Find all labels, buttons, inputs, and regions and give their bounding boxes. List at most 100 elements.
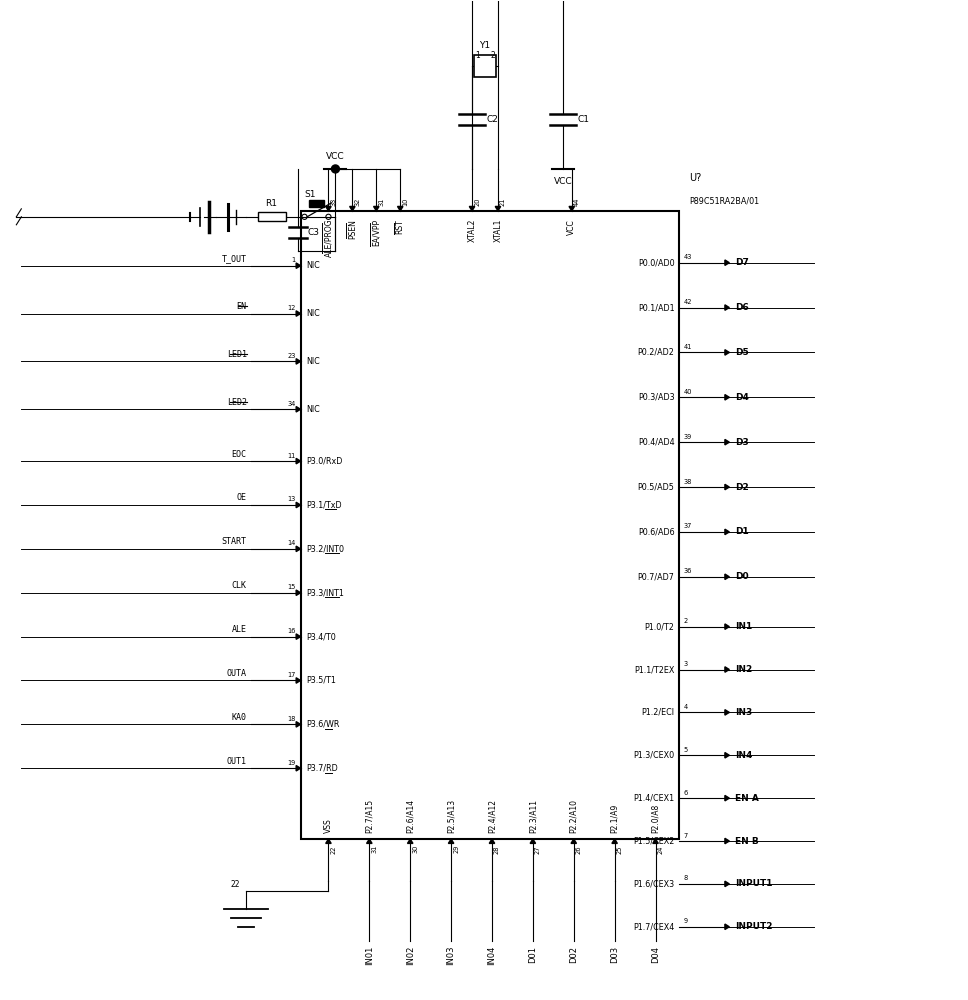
Text: D2: D2 xyxy=(736,483,749,492)
Text: 20: 20 xyxy=(474,197,480,206)
Text: 42: 42 xyxy=(683,299,692,305)
Text: ALE/PROG: ALE/PROG xyxy=(324,219,333,257)
Text: 26: 26 xyxy=(576,845,582,854)
Text: D03: D03 xyxy=(610,946,620,963)
Text: D3: D3 xyxy=(736,438,749,447)
Text: D1: D1 xyxy=(736,527,749,536)
Text: P2.2/A10: P2.2/A10 xyxy=(569,799,578,833)
Polygon shape xyxy=(448,839,454,843)
Polygon shape xyxy=(296,263,300,268)
Text: 2: 2 xyxy=(683,618,687,624)
Text: EA/VPP: EA/VPP xyxy=(372,219,380,246)
Text: P0.0/AD0: P0.0/AD0 xyxy=(638,258,675,267)
Text: EN: EN xyxy=(237,302,247,311)
Text: P3.3/INT1: P3.3/INT1 xyxy=(307,588,345,597)
Text: P2.4/A12: P2.4/A12 xyxy=(488,799,497,833)
Text: NIC: NIC xyxy=(307,309,320,318)
Text: 1: 1 xyxy=(475,51,480,60)
Text: RST: RST xyxy=(396,219,405,234)
Text: 12: 12 xyxy=(287,305,295,311)
Text: NIC: NIC xyxy=(307,405,320,414)
Polygon shape xyxy=(469,206,474,211)
Polygon shape xyxy=(725,924,729,930)
Text: P0.1/AD1: P0.1/AD1 xyxy=(638,303,675,312)
Polygon shape xyxy=(571,839,577,843)
Text: 31: 31 xyxy=(372,845,378,853)
Text: IN02: IN02 xyxy=(406,946,414,965)
Polygon shape xyxy=(489,839,495,843)
Polygon shape xyxy=(725,260,729,265)
Text: D4: D4 xyxy=(736,393,749,402)
Text: 27: 27 xyxy=(535,845,541,854)
Text: INPUT1: INPUT1 xyxy=(736,879,772,888)
Bar xyxy=(474,55,496,77)
Text: 5: 5 xyxy=(683,747,687,753)
Text: 22: 22 xyxy=(230,880,240,889)
Text: S1: S1 xyxy=(305,190,316,199)
Text: C3: C3 xyxy=(308,228,319,237)
Text: LED1: LED1 xyxy=(227,350,247,359)
Text: 28: 28 xyxy=(494,845,499,854)
Text: 16: 16 xyxy=(287,628,295,634)
Polygon shape xyxy=(296,546,300,552)
Text: 32: 32 xyxy=(354,197,360,206)
Text: P2.3/A11: P2.3/A11 xyxy=(529,799,537,833)
Text: C1: C1 xyxy=(578,115,590,124)
Polygon shape xyxy=(325,206,331,211)
Text: 36: 36 xyxy=(683,568,692,574)
Text: P0.3/AD3: P0.3/AD3 xyxy=(638,393,675,402)
Text: 9: 9 xyxy=(683,918,687,924)
Text: XTAL2: XTAL2 xyxy=(468,219,476,242)
Text: 41: 41 xyxy=(683,344,692,350)
Polygon shape xyxy=(725,305,729,310)
Text: 3: 3 xyxy=(683,661,687,667)
Polygon shape xyxy=(296,678,300,683)
Polygon shape xyxy=(374,206,379,211)
Text: P3.2/INT0: P3.2/INT0 xyxy=(307,544,345,553)
Text: PSEN: PSEN xyxy=(348,219,357,239)
Text: 37: 37 xyxy=(683,523,692,529)
Polygon shape xyxy=(725,350,729,355)
Text: D02: D02 xyxy=(569,946,578,963)
Text: 10: 10 xyxy=(403,197,408,206)
Text: 7: 7 xyxy=(683,833,687,839)
Text: D6: D6 xyxy=(736,303,749,312)
Text: NIC: NIC xyxy=(307,357,320,366)
Text: P1.1/T2EX: P1.1/T2EX xyxy=(634,665,675,674)
Text: P89C51RA2BA/01: P89C51RA2BA/01 xyxy=(689,197,760,206)
Text: D01: D01 xyxy=(529,946,537,963)
Polygon shape xyxy=(725,710,729,715)
Polygon shape xyxy=(296,458,300,464)
Text: VCC: VCC xyxy=(554,177,572,186)
Text: 14: 14 xyxy=(287,540,295,546)
Polygon shape xyxy=(569,206,574,211)
Polygon shape xyxy=(725,881,729,887)
Polygon shape xyxy=(725,439,729,445)
Text: XTAL1: XTAL1 xyxy=(494,219,502,242)
Polygon shape xyxy=(725,574,729,580)
Text: 33: 33 xyxy=(330,198,337,206)
Text: 31: 31 xyxy=(378,198,384,206)
Bar xyxy=(309,200,324,207)
Text: P2.1/A9: P2.1/A9 xyxy=(610,804,620,833)
Text: P3.7/RD: P3.7/RD xyxy=(307,764,338,773)
Polygon shape xyxy=(367,839,372,843)
Text: D7: D7 xyxy=(736,258,749,267)
Text: 2: 2 xyxy=(490,51,495,60)
Text: VCC: VCC xyxy=(567,219,576,235)
Text: 38: 38 xyxy=(683,479,692,485)
Polygon shape xyxy=(296,765,300,771)
Polygon shape xyxy=(296,359,300,364)
Text: P2.0/A8: P2.0/A8 xyxy=(651,804,660,833)
Text: D04: D04 xyxy=(651,946,660,963)
Text: 17: 17 xyxy=(287,672,295,678)
Polygon shape xyxy=(725,529,729,535)
Text: IN01: IN01 xyxy=(365,946,374,965)
Text: P1.2/ECI: P1.2/ECI xyxy=(642,708,675,717)
Text: IN03: IN03 xyxy=(446,946,456,965)
Text: 13: 13 xyxy=(287,496,295,502)
Text: P3.5/T1: P3.5/T1 xyxy=(307,676,337,685)
Text: IN2: IN2 xyxy=(736,665,752,674)
Text: 23: 23 xyxy=(287,353,295,359)
Polygon shape xyxy=(296,590,300,595)
